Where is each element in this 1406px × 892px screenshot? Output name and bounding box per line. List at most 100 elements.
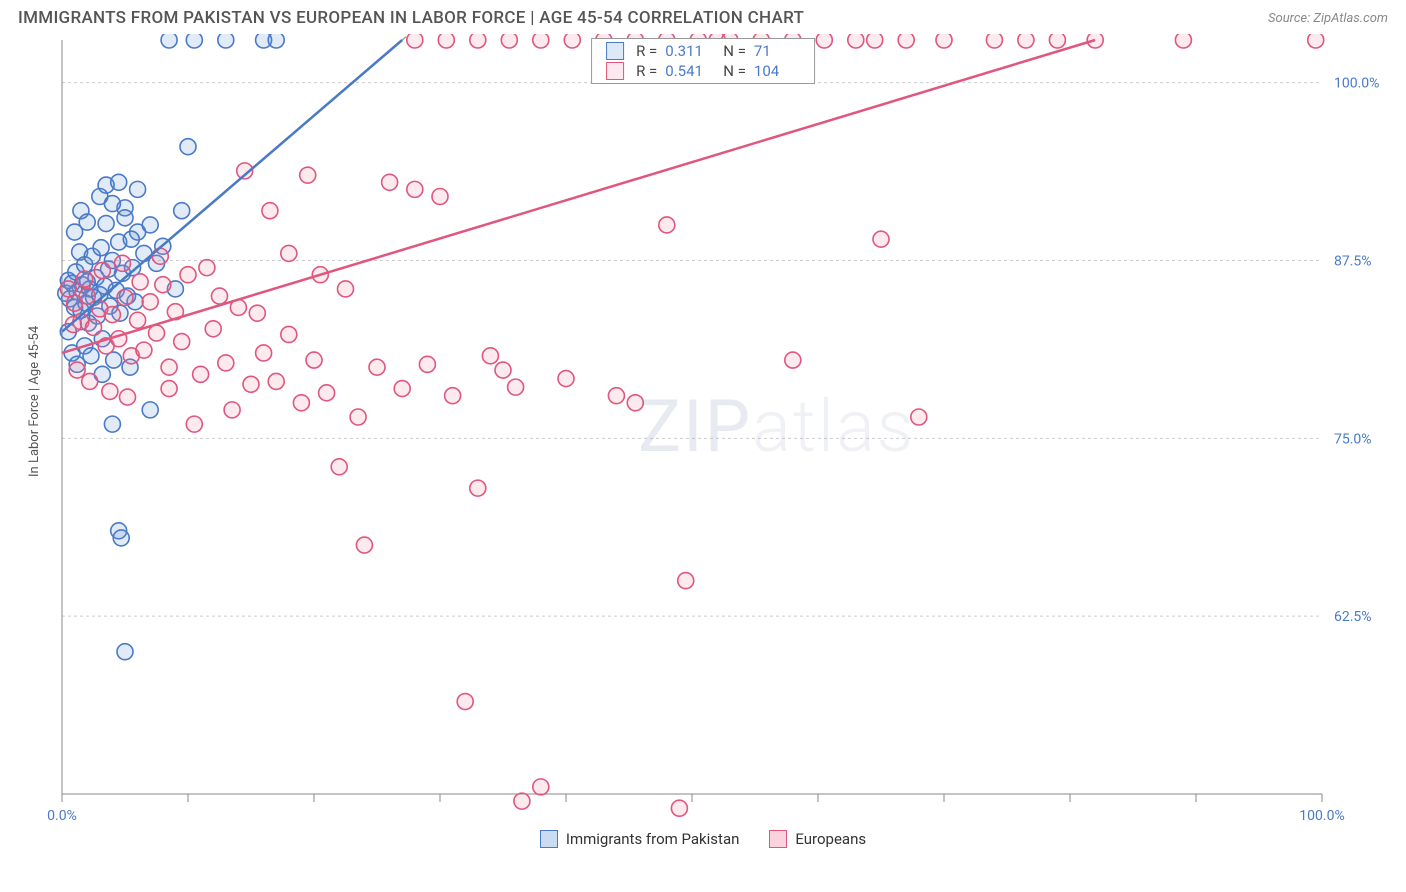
data-point	[627, 395, 643, 411]
chart-source: Source: ZipAtlas.com	[1268, 11, 1388, 26]
legend-label: Immigrants from Pakistan	[566, 830, 740, 848]
data-point	[117, 289, 133, 305]
data-point	[113, 530, 129, 546]
data-point	[281, 245, 297, 261]
data-point	[848, 34, 864, 48]
data-point	[564, 34, 580, 48]
data-point	[986, 34, 1002, 48]
legend-swatch	[769, 830, 787, 848]
data-point	[142, 217, 158, 233]
data-point	[338, 281, 354, 297]
data-point	[114, 255, 130, 271]
data-point	[331, 459, 347, 475]
data-point	[1018, 34, 1034, 48]
data-point	[350, 409, 366, 425]
data-point	[82, 373, 98, 389]
stat-n-label: N =	[723, 42, 746, 60]
data-point	[205, 321, 221, 337]
data-point	[419, 356, 435, 372]
trend-line	[62, 40, 1095, 353]
svg-text:100.0%: 100.0%	[1299, 808, 1344, 824]
data-point	[212, 288, 228, 304]
data-point	[501, 34, 517, 48]
data-point	[186, 416, 202, 432]
stat-r-label: R =	[636, 62, 657, 80]
legend-swatch	[606, 62, 624, 80]
data-point	[193, 366, 209, 382]
stat-n-value: 104	[754, 62, 800, 80]
data-point	[86, 319, 102, 335]
data-point	[936, 34, 952, 48]
data-point	[161, 359, 177, 375]
data-point	[482, 348, 498, 364]
data-point	[382, 174, 398, 190]
data-point	[224, 402, 240, 418]
data-point	[117, 210, 133, 226]
data-point	[1175, 34, 1191, 48]
data-point	[249, 305, 265, 321]
data-point	[470, 480, 486, 496]
scatter-chart: 62.5%75.0%87.5%100.0%0.0%100.0%In Labor …	[18, 34, 1388, 824]
stats-legend: R = 0.311 N = 71 R = 0.541 N = 104	[591, 38, 815, 84]
data-point	[470, 34, 486, 48]
data-point	[514, 793, 530, 809]
data-point	[186, 34, 202, 48]
data-point	[407, 34, 423, 48]
data-point	[262, 203, 278, 219]
data-point	[256, 345, 272, 361]
data-point	[659, 217, 675, 233]
data-point	[306, 352, 322, 368]
data-point	[180, 267, 196, 283]
data-point	[533, 34, 549, 48]
data-point	[438, 34, 454, 48]
data-point	[120, 389, 136, 405]
data-point	[93, 240, 109, 256]
data-point	[268, 373, 284, 389]
svg-text:62.5%: 62.5%	[1334, 609, 1372, 625]
data-point	[356, 537, 372, 553]
stat-n-value: 71	[754, 42, 800, 60]
legend-swatch	[540, 830, 558, 848]
data-point	[155, 277, 171, 293]
data-point	[161, 381, 177, 397]
data-point	[243, 376, 259, 392]
data-point	[199, 260, 215, 276]
legend-label: Europeans	[795, 830, 866, 848]
legend-swatch	[606, 42, 624, 60]
data-point	[136, 342, 152, 358]
data-point	[300, 167, 316, 183]
data-point	[117, 644, 133, 660]
data-point	[394, 381, 410, 397]
data-point	[83, 348, 99, 364]
svg-text:100.0%: 100.0%	[1334, 76, 1379, 92]
data-point	[174, 334, 190, 350]
data-point	[407, 181, 423, 197]
data-point	[608, 388, 624, 404]
data-point	[104, 307, 120, 323]
stat-r-value: 0.311	[665, 42, 711, 60]
data-point	[268, 34, 284, 48]
stat-n-label: N =	[723, 62, 746, 80]
data-point	[495, 362, 511, 378]
stat-r-label: R =	[636, 42, 657, 60]
data-point	[65, 317, 81, 333]
data-point	[142, 402, 158, 418]
data-point	[130, 312, 146, 328]
data-point	[142, 294, 158, 310]
data-point	[94, 262, 110, 278]
data-point	[508, 379, 524, 395]
data-point	[457, 694, 473, 710]
data-point	[174, 203, 190, 219]
data-point	[1049, 34, 1065, 48]
data-point	[911, 409, 927, 425]
data-point	[533, 779, 549, 795]
data-point	[130, 181, 146, 197]
data-point	[79, 214, 95, 230]
data-point	[1308, 34, 1324, 48]
chart-container: 62.5%75.0%87.5%100.0%0.0%100.0%In Labor …	[18, 34, 1388, 824]
stat-r-value: 0.541	[665, 62, 711, 80]
data-point	[60, 281, 76, 297]
data-point	[98, 216, 114, 232]
data-point	[69, 362, 85, 378]
data-point	[79, 288, 95, 304]
